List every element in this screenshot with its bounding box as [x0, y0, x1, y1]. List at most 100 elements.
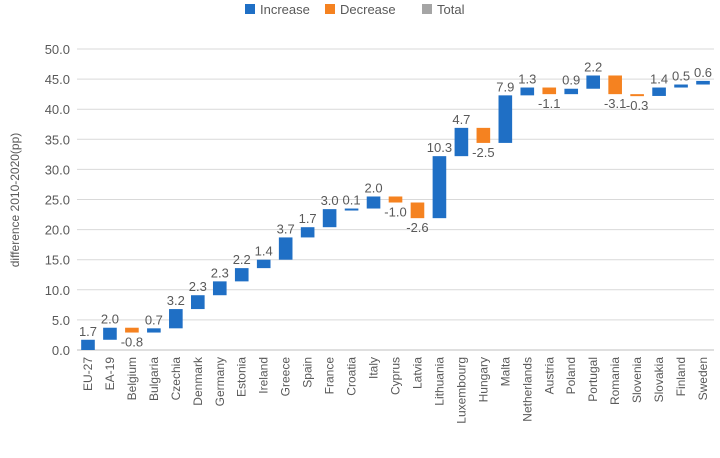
data-label: 1.4 [255, 244, 273, 259]
data-label: 7.9 [496, 79, 514, 94]
data-label: -1.0 [384, 205, 406, 220]
x-tick-label: Italy [367, 357, 381, 379]
data-label: 0.5 [672, 69, 690, 84]
y-tick-label: 20.0 [45, 223, 70, 238]
data-label: 2.2 [584, 59, 602, 74]
x-tick-label: Denmark [191, 356, 205, 406]
data-label: 0.9 [562, 73, 580, 88]
bar-slovakia [652, 87, 666, 96]
data-label: 1.4 [650, 72, 668, 87]
bar-croatia [344, 208, 359, 211]
y-tick-label: 10.0 [45, 283, 70, 298]
x-tick-label: France [323, 357, 337, 395]
x-tick-label: Ireland [257, 357, 271, 394]
data-label: -1.1 [538, 96, 560, 111]
legend-swatch-decrease [325, 4, 335, 14]
x-tick-label: Germany [213, 357, 227, 406]
legend-label-total: Total [437, 2, 465, 17]
data-label: 2.0 [364, 180, 382, 195]
bar-cyprus [388, 196, 403, 203]
x-tick-label: Greece [279, 357, 293, 397]
x-tick-label: Estonia [235, 357, 249, 397]
x-tick-label: Hungary [476, 357, 490, 402]
data-label: 4.7 [452, 112, 470, 127]
y-axis-label: difference 2010-2020(pp) [8, 133, 22, 268]
bar-estonia [234, 268, 249, 282]
x-tick-label: Spain [301, 357, 315, 388]
x-tick-label: Lithuania [432, 357, 446, 406]
legend: Increase Decrease Total [245, 2, 465, 17]
x-tick-label: Finland [674, 357, 688, 396]
bar-finland [674, 84, 688, 88]
bar-ea-19 [103, 327, 117, 340]
data-label: -2.5 [472, 145, 494, 160]
x-tick-label: Luxembourg [454, 357, 468, 424]
x-tick-label: Sweden [696, 357, 710, 400]
bar-poland [564, 88, 579, 95]
y-tick-label: 15.0 [45, 253, 70, 268]
x-tick-label: Romania [608, 357, 622, 405]
bar-germany [212, 281, 227, 296]
y-tick-label: 30.0 [45, 162, 70, 177]
bar-hungary [476, 127, 491, 143]
x-tick-label: Bulgaria [147, 357, 161, 401]
x-tick-label: Belgium [125, 357, 139, 400]
data-label: 2.3 [189, 279, 207, 294]
y-tick-label: 35.0 [45, 132, 70, 147]
bar-belgium [125, 327, 139, 333]
y-tick-label: 50.0 [45, 42, 70, 57]
bar-czechia [169, 309, 183, 329]
bar-sweden [696, 80, 710, 85]
data-label: 1.7 [79, 324, 97, 339]
bar-ireland [256, 259, 271, 269]
x-tick-label: Croatia [345, 357, 359, 396]
bar-eu-27 [81, 339, 95, 350]
bar-luxembourg [454, 127, 469, 157]
data-label: 1.3 [518, 72, 536, 87]
data-label: 0.6 [694, 65, 712, 80]
data-label: -0.8 [121, 335, 143, 350]
data-label: 3.2 [167, 293, 185, 308]
y-tick-label: 45.0 [45, 72, 70, 87]
data-label: -2.6 [406, 220, 428, 235]
data-label: 3.0 [321, 193, 339, 208]
x-tick-label: EU-27 [81, 357, 95, 391]
bar-spain [300, 227, 315, 238]
bar-denmark [191, 295, 205, 310]
x-tick-label: Malta [498, 357, 512, 387]
x-tick-label: EA-19 [103, 357, 117, 391]
data-label: 10.3 [427, 140, 452, 155]
data-label: 0.1 [343, 193, 361, 208]
bar-france [322, 209, 337, 228]
y-tick-label: 0.0 [52, 343, 70, 358]
x-tick-label: Latvia [410, 357, 424, 389]
data-label: 3.7 [277, 221, 295, 236]
y-tick-label: 5.0 [52, 313, 70, 328]
data-label: 2.0 [101, 312, 119, 327]
y-tick-label: 40.0 [45, 102, 70, 117]
x-tick-label: Poland [564, 357, 578, 394]
bars: 1.7 EU-27 2.0 EA-19 -0.8 Belgium 0.7 Bulgaria 3.… [79, 59, 712, 423]
data-label: 2.2 [233, 252, 251, 267]
bar-portugal [586, 75, 600, 89]
bar-italy [366, 196, 381, 209]
x-tick-label: Czechia [169, 357, 183, 401]
data-label: -3.1 [604, 96, 626, 111]
y-tick-label: 25.0 [45, 193, 70, 208]
x-tick-label: Slovakia [652, 357, 666, 403]
bar-romania [608, 75, 622, 95]
legend-label-decrease: Decrease [340, 2, 396, 17]
data-label: -0.3 [626, 98, 648, 113]
x-tick-label: Austria [542, 357, 556, 395]
bar-netherlands [520, 87, 535, 96]
bar-malta [498, 95, 513, 143]
data-label: 2.3 [211, 265, 229, 280]
legend-swatch-increase [245, 4, 255, 14]
x-tick-label: Cyprus [389, 357, 403, 395]
bar-slovenia [630, 94, 644, 97]
bar-greece [278, 237, 293, 260]
legend-swatch-total [422, 4, 432, 14]
x-tick-label: Netherlands [520, 357, 534, 422]
bar-lithuania [432, 156, 447, 219]
